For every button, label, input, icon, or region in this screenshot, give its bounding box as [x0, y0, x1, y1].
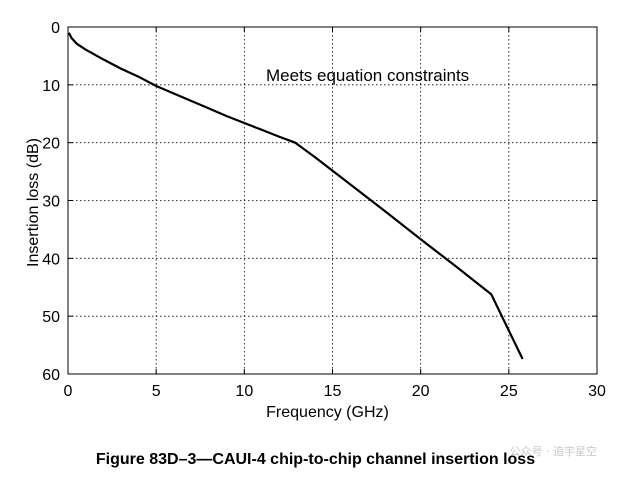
x-tick-label: 0 [64, 383, 73, 400]
y-axis-label: Insertion loss (dB) [25, 138, 42, 267]
y-tick-label: 10 [42, 78, 60, 95]
annotation-text: Meets equation constraints [266, 66, 469, 85]
y-tick-label: 0 [51, 20, 60, 37]
watermark: 公众号 · 追宇星空 [509, 445, 598, 458]
x-tick-label: 10 [235, 383, 253, 400]
y-tick-label: 50 [42, 309, 60, 326]
x-tick-label: 5 [152, 383, 161, 400]
x-tick-label: 15 [324, 383, 342, 400]
insertion-loss-line [67, 32, 524, 360]
chart: 0 5 10 15 20 25 30 0 10 20 30 40 50 60 Meets equatio… [25, 20, 606, 421]
y-tick-label: 40 [42, 251, 60, 268]
y-tick-label: 30 [42, 194, 60, 211]
y-tick-label: 60 [42, 367, 60, 384]
x-tick-label: 25 [500, 383, 518, 400]
x-axis-label: Frequency (GHz) [266, 404, 389, 421]
tick-marks [67, 26, 598, 375]
x-tick-label: 30 [588, 383, 606, 400]
x-tick-labels: 0 5 10 15 20 25 30 [64, 383, 606, 400]
grid [68, 27, 597, 374]
y-tick-label: 20 [42, 136, 60, 153]
x-tick-label: 20 [412, 383, 430, 400]
y-tick-labels: 0 10 20 30 40 50 60 [42, 20, 60, 384]
figure-caption: Figure 83D–3—CAUI-4 chip-to-chip channel… [95, 451, 536, 468]
